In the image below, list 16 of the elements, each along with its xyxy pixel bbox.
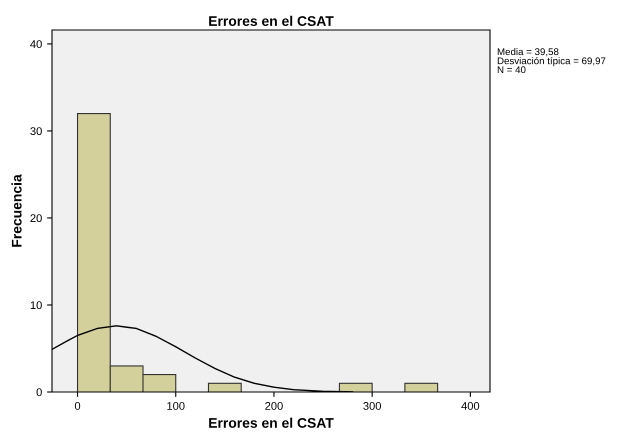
y-tick-label: 20 (30, 214, 42, 222)
x-tick-label: 100 (167, 402, 185, 410)
text: Media = 39,58 (498, 48, 558, 56)
x-tick-label: 300 (363, 402, 381, 410)
x-tick-label: 400 (461, 402, 480, 410)
text: N = 40 (498, 66, 526, 74)
y-tick-label: 0 (36, 388, 42, 396)
x-tick-label: 0 (74, 402, 80, 410)
y-axis-title: Frecuencia (11, 174, 22, 247)
y-tick-label: 30 (30, 127, 42, 136)
y-tick-label: 40 (30, 40, 42, 48)
x-axis-title: Errores en el CSAT (209, 418, 334, 428)
chart-title: Errores en el CSAT (209, 16, 334, 26)
x-tick-label: 200 (265, 402, 283, 410)
text: Desviación típica = 69,97 (498, 57, 606, 66)
y-tick-label: 10 (30, 301, 42, 310)
